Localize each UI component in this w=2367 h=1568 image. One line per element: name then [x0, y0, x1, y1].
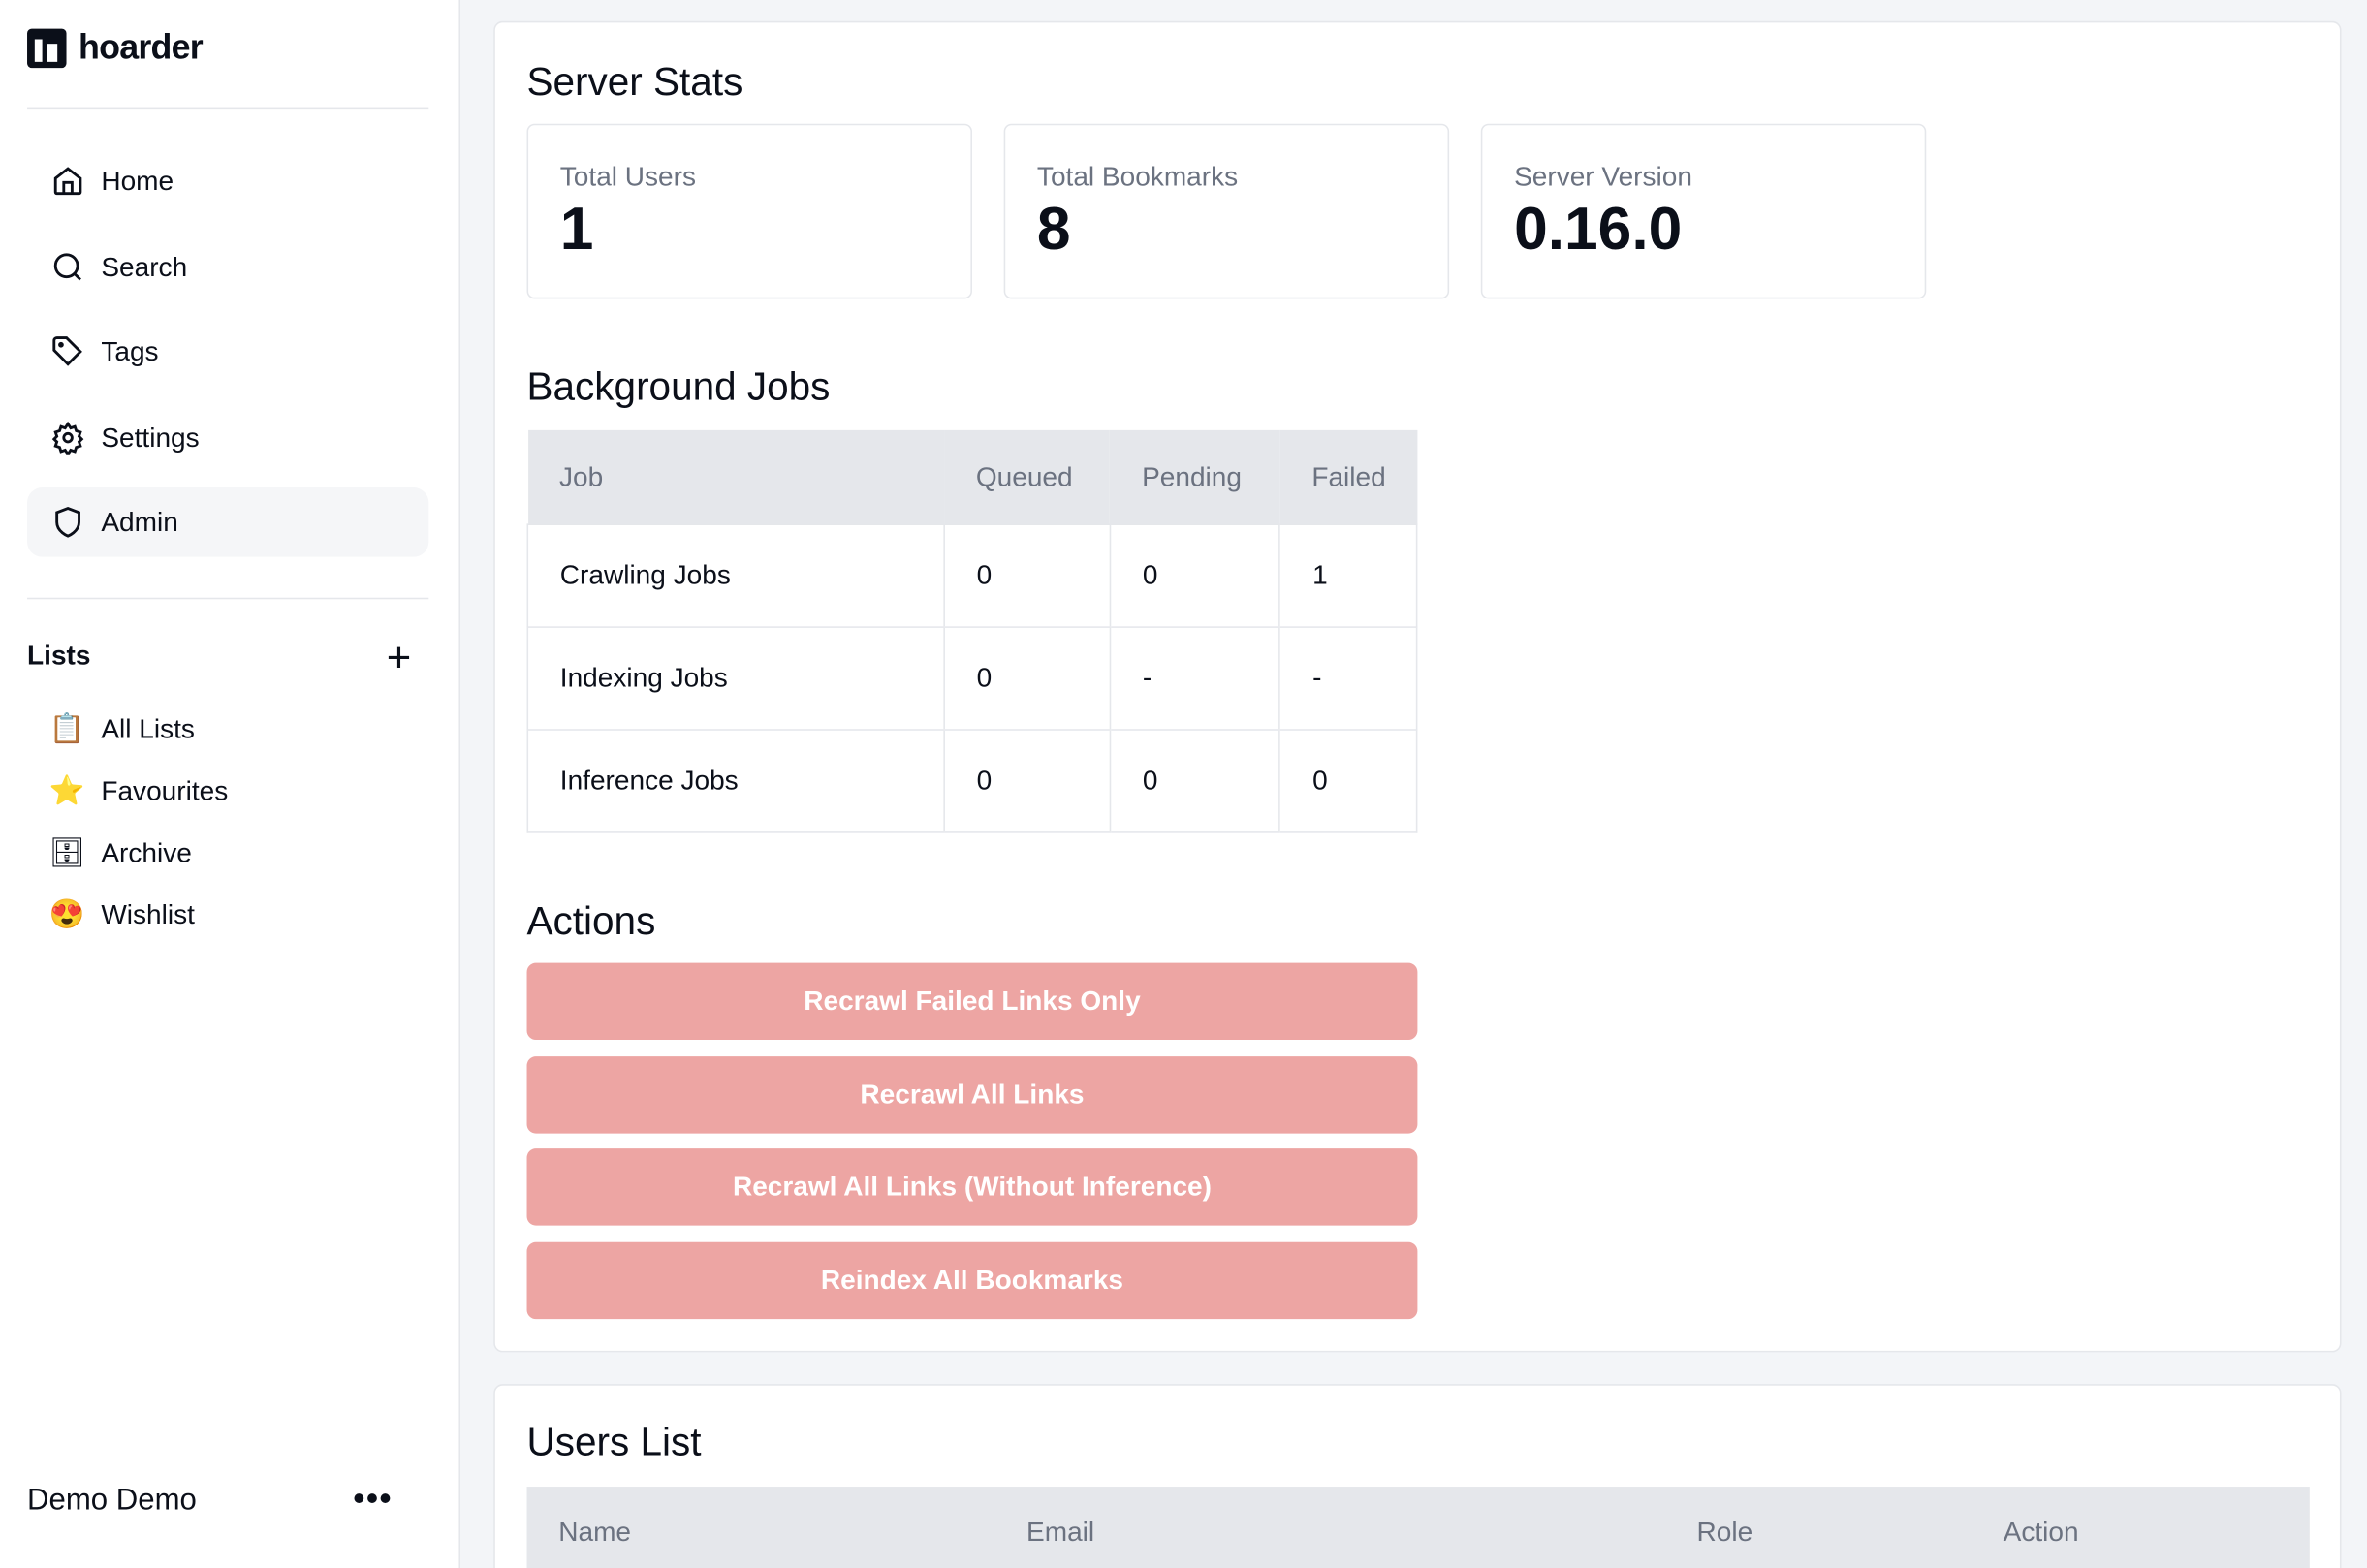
list-label: Wishlist [101, 898, 195, 929]
stat-server-version: Server Version 0.16.0 [1480, 123, 1927, 299]
list-label: Archive [101, 836, 192, 867]
table-row: Crawling Jobs 0 0 1 [526, 523, 1418, 628]
clipboard-icon: 📋 [48, 713, 85, 746]
sidebar-item-search[interactable]: Search [27, 233, 428, 302]
stat-value: 0.16.0 [1514, 196, 1683, 263]
cell: 0 [943, 729, 1111, 833]
cell: Indexing Jobs [526, 626, 945, 731]
home-icon [51, 165, 84, 198]
app-name: hoarder [78, 27, 204, 67]
cell: - [1109, 626, 1280, 731]
list-item-archive[interactable]: 🗄 Archive [48, 834, 192, 870]
recrawl-all-button[interactable]: Recrawl All Links [526, 1056, 1418, 1134]
users-list-title: Users List [526, 1418, 702, 1464]
sidebar-item-settings[interactable]: Settings [27, 403, 428, 473]
list-item-favourites[interactable]: ⭐ Favourites [48, 772, 228, 808]
users-card: Users List Name Email Role Action [493, 1384, 2342, 1568]
cell: 0 [943, 626, 1111, 731]
sidebar-item-admin[interactable]: Admin [27, 487, 429, 557]
divider [27, 107, 429, 110]
background-jobs-title: Background Jobs [526, 363, 831, 410]
divider [27, 597, 429, 600]
sidebar-item-label: Search [101, 251, 188, 282]
sidebar-item-label: Tags [101, 335, 159, 366]
stat-label: Total Bookmarks [1036, 161, 1239, 192]
sidebar-item-label: Admin [101, 506, 178, 537]
col-action: Action [2003, 1517, 2079, 1548]
star-icon: ⭐ [48, 775, 85, 808]
col-failed: Failed [1279, 429, 1417, 525]
admin-card: Server Stats Total Users 1 Total Bookmark… [493, 20, 2342, 1353]
actions-title: Actions [526, 897, 656, 944]
col-pending: Pending [1110, 429, 1280, 525]
col-queued: Queued [944, 429, 1111, 525]
stat-total-users: Total Users 1 [526, 123, 972, 299]
list-label: All Lists [101, 712, 195, 744]
stat-total-bookmarks: Total Bookmarks 8 [1003, 123, 1450, 299]
cell: Crawling Jobs [526, 523, 945, 628]
cell: 1 [1278, 523, 1418, 628]
search-icon [51, 251, 84, 284]
stat-label: Total Users [559, 161, 697, 192]
table-row: Indexing Jobs 0- - [526, 626, 1418, 731]
cell: 0 [1109, 729, 1280, 833]
cabinet-icon: 🗄 [48, 837, 86, 870]
user-name: Demo Demo [27, 1483, 197, 1518]
sidebar: hoarder Home Search Tags Settings Admin … [0, 0, 461, 1568]
tag-icon [51, 335, 84, 368]
table-header: Job Queued Pending Failed [527, 429, 1417, 525]
col-name: Name [558, 1517, 632, 1548]
reindex-button[interactable]: Reindex All Bookmarks [526, 1241, 1418, 1320]
lists-heading: Lists [27, 640, 91, 671]
recrawl-failed-button[interactable]: Recrawl Failed Links Only [526, 962, 1418, 1041]
col-email: Email [1026, 1517, 1095, 1548]
table-row: Inference Jobs 0 0 0 [526, 729, 1418, 833]
cell: 0 [943, 523, 1111, 628]
list-label: Favourites [101, 774, 229, 805]
cell: - [1278, 626, 1418, 731]
sidebar-item-label: Home [101, 165, 174, 196]
col-role: Role [1696, 1517, 1753, 1548]
sidebar-item-home[interactable]: Home [27, 146, 428, 216]
stat-label: Server Version [1514, 161, 1692, 192]
list-item-all-lists[interactable]: 📋 All Lists [48, 711, 195, 747]
users-table-header: Name Email Role Action [526, 1487, 2310, 1568]
gear-icon [51, 421, 84, 455]
cell: 0 [1109, 523, 1280, 628]
shield-icon [51, 506, 84, 539]
logo-icon [27, 27, 67, 68]
more-options-icon[interactable]: ••• [353, 1479, 394, 1518]
recrawl-without-inference-button[interactable]: Recrawl All Links (Without Inference) [526, 1148, 1418, 1226]
cell: 0 [1278, 729, 1418, 833]
stat-value: 8 [1036, 196, 1071, 263]
list-item-wishlist[interactable]: 😍 Wishlist [48, 896, 195, 932]
sidebar-item-label: Settings [101, 422, 200, 453]
cell: Inference Jobs [526, 729, 945, 833]
stat-value: 1 [559, 196, 594, 263]
jobs-table: Job Queued Pending Failed Crawling Jobs 0 0 1 … [526, 429, 1418, 833]
col-job: Job [527, 429, 945, 525]
logo[interactable]: hoarder [27, 27, 204, 68]
heart-eyes-icon: 😍 [48, 899, 85, 931]
add-list-button[interactable]: + [386, 634, 412, 681]
sidebar-item-tags[interactable]: Tags [27, 317, 428, 387]
server-stats-title: Server Stats [526, 58, 743, 105]
